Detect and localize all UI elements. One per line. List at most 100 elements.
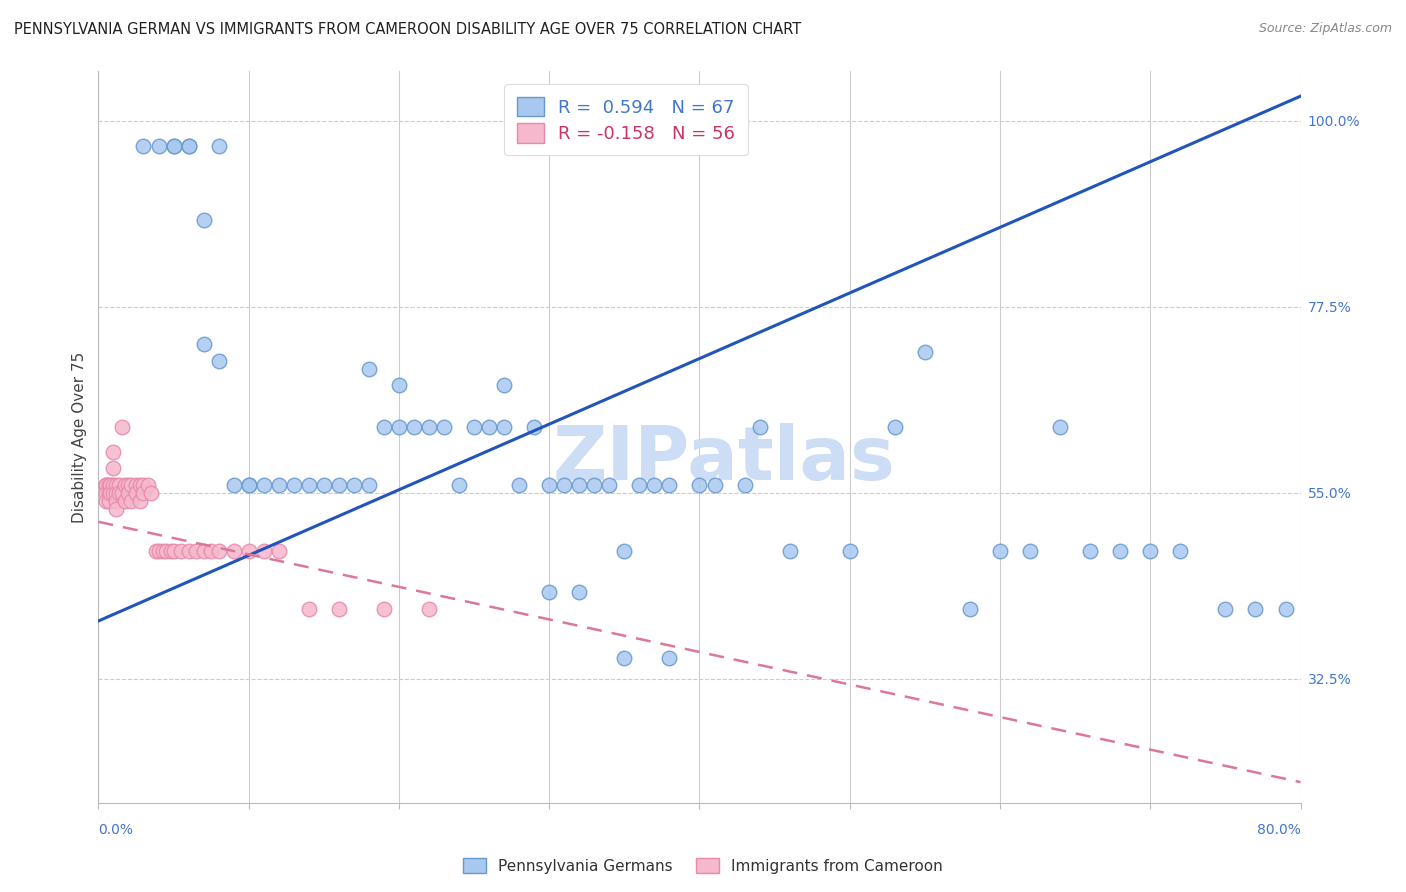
Point (155, 543, 177, 558)
Point (1019, 543, 1042, 558)
Point (114, 494, 136, 508)
Point (568, 477, 591, 491)
Point (734, 477, 756, 491)
Point (238, 543, 260, 558)
Point (117, 486, 139, 500)
Point (94, 477, 117, 491)
Point (253, 543, 276, 558)
Point (222, 543, 245, 558)
Point (132, 486, 155, 500)
Point (159, 543, 181, 558)
Point (598, 477, 620, 491)
Point (111, 419, 134, 434)
Point (283, 477, 305, 491)
Point (125, 477, 148, 491)
Point (114, 477, 136, 491)
Point (447, 477, 470, 491)
Point (508, 477, 530, 491)
Point (523, 419, 546, 434)
Point (689, 477, 711, 491)
Point (373, 419, 395, 434)
Text: ZIPatlas: ZIPatlas (553, 423, 894, 496)
Point (145, 543, 167, 558)
Point (328, 601, 350, 615)
Point (238, 477, 260, 491)
Point (494, 419, 516, 434)
Point (1170, 543, 1192, 558)
Point (748, 419, 770, 434)
Point (568, 585, 591, 599)
Point (103, 477, 125, 491)
Point (162, 543, 184, 558)
Point (538, 585, 561, 599)
Point (129, 477, 152, 491)
Point (94, 494, 117, 508)
Legend: Pennsylvania Germans, Immigrants from Cameroon: Pennsylvania Germans, Immigrants from Ca… (457, 852, 949, 880)
Point (129, 494, 152, 508)
Text: Source: ZipAtlas.com: Source: ZipAtlas.com (1258, 22, 1392, 36)
Point (613, 651, 636, 665)
Point (703, 477, 725, 491)
Point (125, 486, 148, 500)
Point (103, 444, 125, 458)
Point (357, 362, 380, 376)
Point (103, 486, 125, 500)
Point (478, 419, 501, 434)
Point (463, 419, 485, 434)
Point (988, 543, 1011, 558)
Point (193, 337, 215, 351)
Point (267, 543, 290, 558)
Point (193, 543, 215, 558)
Point (658, 477, 681, 491)
Point (108, 486, 131, 500)
Point (94, 477, 117, 491)
Point (343, 477, 366, 491)
Point (170, 543, 193, 558)
Point (1274, 601, 1296, 615)
Point (208, 543, 231, 558)
Point (105, 477, 128, 491)
Point (402, 419, 425, 434)
Point (328, 477, 350, 491)
Text: 80.0%: 80.0% (1257, 823, 1301, 837)
Point (100, 486, 122, 500)
Point (418, 419, 440, 434)
Point (658, 651, 681, 665)
Point (94, 486, 117, 500)
Point (105, 494, 128, 508)
Point (583, 477, 606, 491)
Point (373, 601, 395, 615)
Point (105, 486, 128, 500)
Point (97, 486, 120, 500)
Point (538, 477, 561, 491)
Point (628, 477, 651, 491)
Point (643, 477, 665, 491)
Point (148, 543, 170, 558)
Point (238, 477, 260, 491)
Point (298, 601, 321, 615)
Point (132, 138, 155, 153)
Text: 0.0%: 0.0% (98, 823, 134, 837)
Point (418, 601, 440, 615)
Point (184, 543, 207, 558)
Point (222, 477, 245, 491)
Point (959, 601, 981, 615)
Point (883, 419, 905, 434)
Point (433, 419, 456, 434)
Point (1215, 601, 1237, 615)
Point (914, 345, 936, 359)
Point (177, 138, 200, 153)
Point (1139, 543, 1161, 558)
Point (121, 477, 143, 491)
Point (97, 477, 120, 491)
Point (253, 477, 276, 491)
Point (208, 138, 231, 153)
Point (105, 502, 128, 516)
Point (388, 378, 411, 392)
Point (100, 477, 122, 491)
Point (1049, 419, 1071, 434)
Point (267, 477, 290, 491)
Point (148, 138, 170, 153)
Point (111, 486, 134, 500)
Point (1109, 543, 1132, 558)
